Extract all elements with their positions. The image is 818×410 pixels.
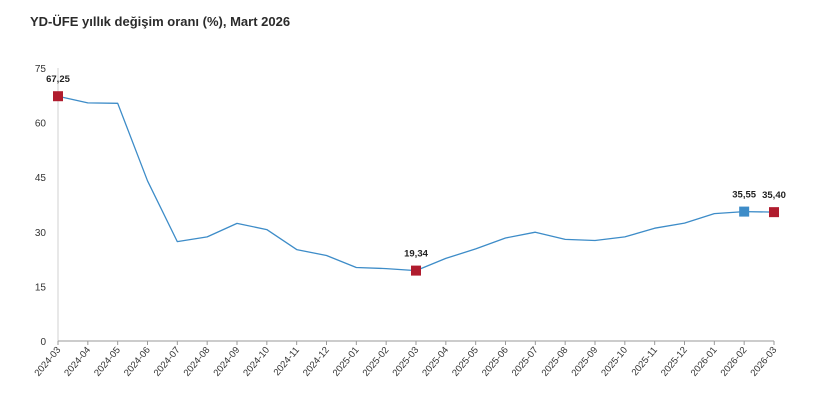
x-tick-label: 2025-05 [450,345,481,379]
x-tick-label: 2025-08 [540,345,571,379]
x-tick-label: 2024-04 [62,345,93,379]
x-tick-label: 2025-10 [599,345,630,379]
markers-layer: 67,25 19,34 35,55 35,40 [46,74,786,276]
x-tick-label: 2024-10 [241,345,272,379]
x-tick-label: 2024-05 [92,345,123,379]
x-tick-label: 2025-02 [361,345,392,379]
data-label: 35,55 [732,190,756,201]
y-tick-label: 15 [35,282,47,293]
data-point-marker [769,207,779,218]
data-point-marker [411,265,421,276]
chart-title: YD-ÜFE yıllık değişim oranı (%), Mart 20… [30,14,291,29]
x-tick-label: 2024-12 [301,345,332,379]
x-tick-label: 2025-12 [659,345,690,379]
x-tick-label: 2024-08 [182,345,213,379]
x-tick-label: 2025-11 [630,345,660,378]
y-tick-label: 60 [35,119,47,130]
data-point-marker [53,91,63,102]
data-point-marker [739,206,750,217]
y-axis: 0 15 30 45 60 75 [35,64,59,348]
x-tick-label: 2026-02 [719,345,750,379]
data-label: 19,34 [404,249,428,260]
x-tick-label: 2025-07 [510,345,541,379]
x-tick-label: 2025-04 [420,345,451,379]
y-tick-label: 45 [35,173,47,184]
data-label: 67,25 [46,74,70,85]
x-tick-label: 2025-03 [390,345,421,379]
x-tick-label: 2024-07 [152,345,183,379]
x-tick-label: 2024-06 [122,345,153,379]
x-tick-label: 2024-03 [32,345,63,379]
x-tick-label: 2026-01 [689,345,720,379]
x-tick-label: 2024-11 [272,345,302,378]
series-line [57,95,775,272]
x-tick-label: 2025-06 [480,345,511,379]
y-tick-label: 75 [35,64,47,75]
y-tick-label: 30 [35,228,47,239]
x-tick-label: 2026-03 [748,345,779,379]
series-layer [57,95,775,272]
data-label: 35,40 [762,190,786,201]
x-axis: 2024-032024-042024-052024-062024-072024-… [32,340,779,379]
x-tick-label: 2024-09 [211,345,242,379]
x-tick-label: 2025-09 [569,345,600,379]
y-tick-label: 0 [40,337,46,348]
x-tick-label: 2025-01 [331,345,362,379]
